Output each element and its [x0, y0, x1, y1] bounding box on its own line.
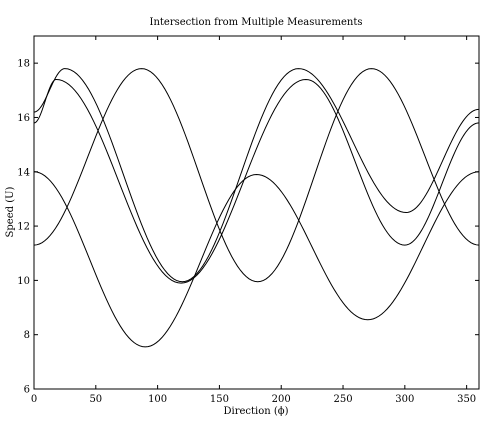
x-axis-label: Direction (ϕ): [224, 406, 289, 417]
x-tick-label: 350: [457, 394, 476, 405]
x-tick-label: 50: [89, 394, 102, 405]
series-layer: [33, 68, 480, 348]
y-tick-label: 10: [17, 276, 30, 287]
series-line-3: [33, 78, 480, 284]
series-line-4: [33, 68, 480, 283]
x-tick-label: 100: [148, 394, 167, 405]
y-tick-label: 6: [24, 385, 30, 396]
x-tick-label: 150: [210, 394, 229, 405]
y-axis-label: Speed (U): [5, 186, 16, 237]
y-tick-label: 14: [17, 167, 30, 178]
plot-frame: [33, 35, 480, 390]
x-tick-label: 250: [333, 394, 352, 405]
y-tick-label: 16: [17, 113, 30, 124]
x-tick-label: 300: [395, 394, 414, 405]
series-line-2: [33, 68, 480, 283]
chart-title: Intersection from Multiple Measurements: [150, 17, 363, 28]
series-line-1: [33, 171, 480, 348]
x-tick-label: 200: [272, 394, 291, 405]
tick-layer: 0 50 100 150 200 250 300 350 6 8 10 12 14 16 18: [17, 36, 479, 405]
x-tick-label: 0: [31, 394, 37, 405]
y-tick-label: 8: [24, 330, 30, 341]
y-tick-label: 12: [17, 222, 30, 233]
y-tick-label: 18: [17, 59, 30, 70]
